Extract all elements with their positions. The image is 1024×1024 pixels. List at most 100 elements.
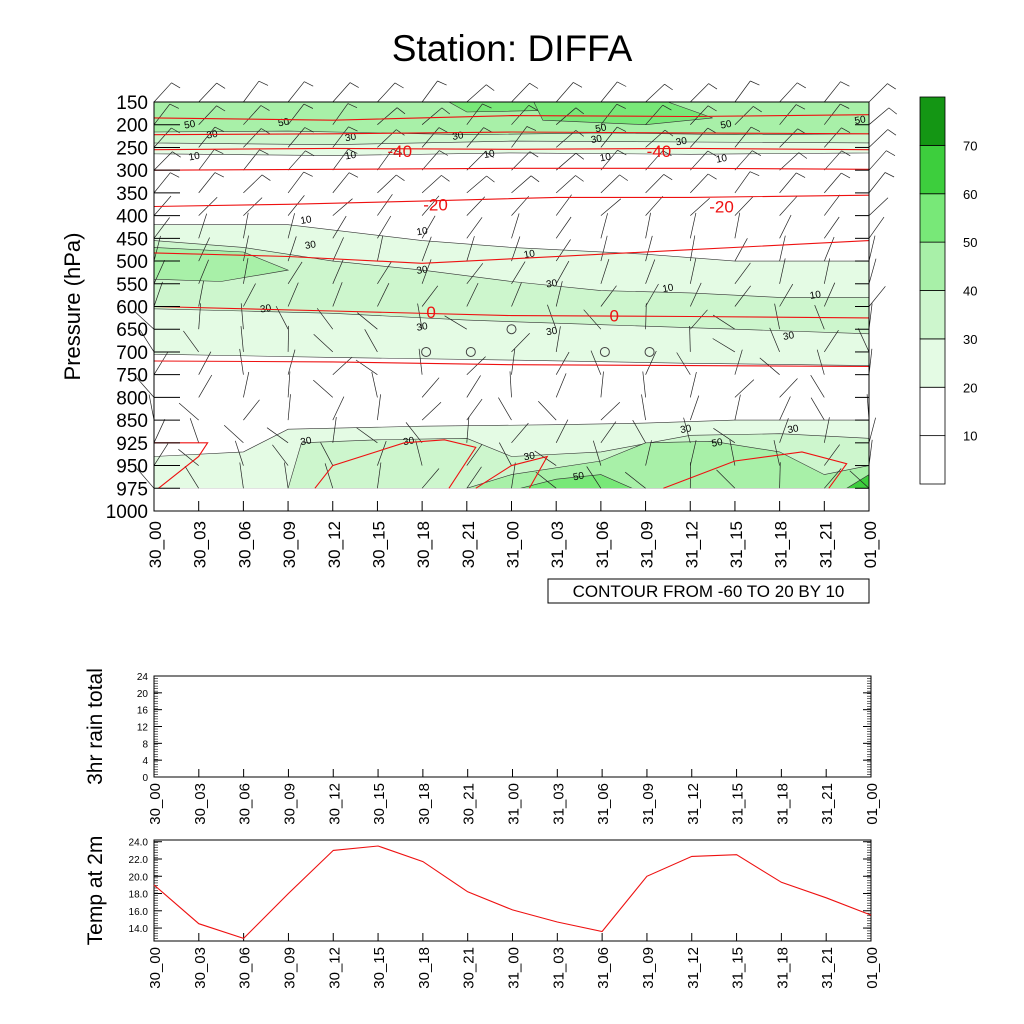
rh-contour-label: 30 bbox=[787, 423, 800, 436]
wind-barb-flag bbox=[172, 151, 181, 158]
colorbar-box bbox=[919, 193, 946, 243]
wind-barb bbox=[421, 127, 440, 148]
wind-barb bbox=[600, 285, 617, 307]
wind-barb bbox=[511, 422, 529, 444]
rh-contour-label: 50 bbox=[720, 119, 733, 132]
wind-barb bbox=[421, 401, 442, 421]
wind-barb bbox=[243, 128, 262, 148]
y-tick-label: 150 bbox=[116, 93, 148, 114]
wind-barb bbox=[642, 371, 646, 398]
wind-barb bbox=[600, 421, 617, 444]
colorbar-box bbox=[919, 435, 946, 485]
wind-barb bbox=[824, 468, 842, 489]
wind-barb bbox=[712, 314, 736, 330]
wind-barb bbox=[332, 148, 349, 171]
wind-barb bbox=[421, 175, 442, 194]
wind-barb bbox=[418, 348, 423, 375]
rain-panel-y-tick-label: 24 bbox=[137, 672, 149, 683]
rain-panel-y-tick-label: 0 bbox=[142, 773, 148, 784]
wind-barb bbox=[287, 171, 304, 194]
y-tick-label: 250 bbox=[116, 138, 148, 159]
wind-barb-flag bbox=[707, 150, 717, 157]
wind-barb-flag bbox=[483, 127, 493, 133]
wind-barb bbox=[421, 107, 443, 125]
wind-barb bbox=[466, 175, 487, 194]
wind-barb-flag bbox=[662, 150, 672, 157]
wind-barb bbox=[189, 418, 200, 443]
wind-barb bbox=[645, 259, 656, 284]
rh-contour-label: 10 bbox=[300, 214, 313, 227]
wind-barb bbox=[332, 259, 344, 284]
wind-barb bbox=[153, 82, 172, 103]
calm-wind-marker bbox=[644, 346, 655, 357]
temp-panel-x-tick-label: 31_21 bbox=[819, 947, 836, 989]
wind-barb bbox=[511, 105, 530, 125]
wind-barb bbox=[287, 150, 306, 171]
wind-barb bbox=[498, 442, 512, 466]
wind-barb-flag bbox=[841, 127, 851, 134]
wind-barb-flag bbox=[396, 129, 405, 136]
temperature-contour-line bbox=[154, 442, 209, 489]
rh-contour-label: 10 bbox=[809, 289, 822, 302]
wind-barb bbox=[466, 236, 475, 262]
wind-barb bbox=[734, 262, 751, 285]
rain-panel-x-tick-label: 31_03 bbox=[550, 783, 567, 825]
temperature-contour-label: -20 bbox=[709, 198, 734, 217]
wind-barb bbox=[600, 103, 618, 125]
wind-barb bbox=[779, 104, 797, 125]
rain-panel-y-tick-label: 12 bbox=[137, 723, 149, 734]
rain-panel-x-tick-label: 30_00 bbox=[147, 783, 164, 825]
rh-contour-label: 30 bbox=[402, 435, 415, 448]
wind-barb bbox=[645, 350, 657, 375]
x-tick-label: 01_00 bbox=[861, 521, 880, 568]
calm-wind-marker bbox=[599, 346, 610, 357]
rh-contour-label: 50 bbox=[183, 119, 196, 132]
temp-panel-x-tick-label: 31_12 bbox=[685, 947, 702, 989]
x-tick-label: 31_03 bbox=[548, 521, 567, 568]
wind-barb bbox=[364, 329, 378, 353]
temperature-contour-line bbox=[153, 167, 870, 171]
rh-contour-label: 30 bbox=[545, 278, 558, 291]
wind-barb bbox=[243, 80, 260, 103]
rh-contour-label: 30 bbox=[675, 136, 688, 149]
temp-panel-x-tick-label: 01_00 bbox=[864, 947, 881, 989]
wind-barb-flag bbox=[662, 104, 672, 111]
wind-barb-flag bbox=[575, 152, 585, 160]
wind-barb-flag bbox=[573, 82, 583, 88]
wind-barb bbox=[824, 172, 842, 194]
temp-panel-x-tick-label: 31_15 bbox=[730, 947, 747, 989]
wind-barb bbox=[332, 356, 353, 375]
wind-barb bbox=[555, 216, 572, 239]
wind-barb bbox=[734, 171, 751, 194]
colorbar-tick-label: 50 bbox=[963, 235, 977, 250]
wind-barb bbox=[773, 440, 780, 466]
wind-barb bbox=[153, 443, 169, 466]
wind-barb bbox=[153, 259, 166, 284]
wind-barb bbox=[511, 151, 531, 171]
wind-barb bbox=[198, 374, 213, 398]
y-tick-label: 800 bbox=[116, 388, 148, 409]
wind-barb-flag bbox=[485, 151, 494, 158]
wind-barb-flag bbox=[752, 150, 762, 157]
y-tick-label: 950 bbox=[116, 457, 148, 478]
wind-barb-flag bbox=[216, 105, 226, 112]
wind-barb-flag bbox=[749, 171, 760, 177]
wind-barb-flag bbox=[575, 175, 584, 182]
wind-barb bbox=[243, 399, 260, 421]
wind-barb bbox=[466, 282, 479, 307]
wind-barb bbox=[287, 371, 291, 398]
wind-barb bbox=[713, 428, 736, 444]
wind-barb bbox=[823, 236, 835, 262]
wind-barb bbox=[243, 197, 263, 216]
wind-barb bbox=[689, 325, 691, 352]
wind-barb bbox=[511, 213, 520, 239]
wind-barb bbox=[153, 151, 173, 171]
wind-barb-flag bbox=[171, 127, 181, 134]
wind-barb bbox=[824, 194, 841, 216]
wind-barb bbox=[421, 150, 440, 171]
rh-contour-label: 10 bbox=[188, 151, 201, 164]
wind-barb bbox=[153, 195, 172, 216]
wind-barb bbox=[590, 350, 602, 375]
colorbar-box bbox=[919, 241, 946, 291]
